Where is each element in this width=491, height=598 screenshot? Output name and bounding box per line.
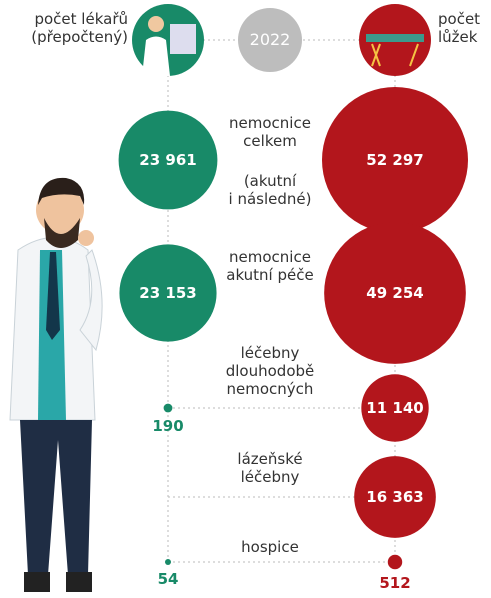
year-circle xyxy=(238,8,302,72)
category-label: nemocnice akutní péče xyxy=(226,248,314,284)
xray-icon xyxy=(170,24,196,54)
bubble xyxy=(354,456,436,538)
note-line: (akutní xyxy=(243,172,297,190)
note: (akutní i následné) xyxy=(214,172,326,208)
value-label: 49 254 xyxy=(366,284,424,302)
bed-icon-bed xyxy=(366,34,424,42)
bubble xyxy=(361,374,429,442)
category-label: hospice xyxy=(241,538,299,556)
bubble xyxy=(387,554,403,570)
series-name: počet lůžek xyxy=(438,10,481,46)
category-label: léčebny dlouhodobě nemocných xyxy=(225,344,315,398)
doctor-icon-head xyxy=(148,16,164,32)
bubble xyxy=(163,403,173,413)
value-label: 54 xyxy=(157,570,179,588)
doctor-figure xyxy=(9,177,103,592)
value-label: 11 140 xyxy=(366,399,424,417)
category-label: nemocnice celkem xyxy=(229,114,311,150)
category-label: lázeňské léčebny xyxy=(237,450,303,486)
value-label: 52 297 xyxy=(366,151,424,169)
value-label: 16 363 xyxy=(366,488,424,506)
bubble xyxy=(324,222,466,364)
value-label: 190 xyxy=(152,417,184,436)
value-label: 23 153 xyxy=(139,284,197,302)
value-label: 512 xyxy=(379,574,411,593)
year: 2022 xyxy=(249,30,291,49)
doctor-icon-coat xyxy=(142,36,170,76)
bubble xyxy=(165,559,171,565)
note-line: i následné) xyxy=(228,190,312,208)
bubble xyxy=(322,87,468,233)
bubble xyxy=(118,110,218,210)
bubble xyxy=(119,244,217,342)
series-name: počet lékařů (přepočtený) xyxy=(31,10,128,46)
value-label: 23 961 xyxy=(139,151,197,169)
bed-icon-legs xyxy=(371,43,419,67)
